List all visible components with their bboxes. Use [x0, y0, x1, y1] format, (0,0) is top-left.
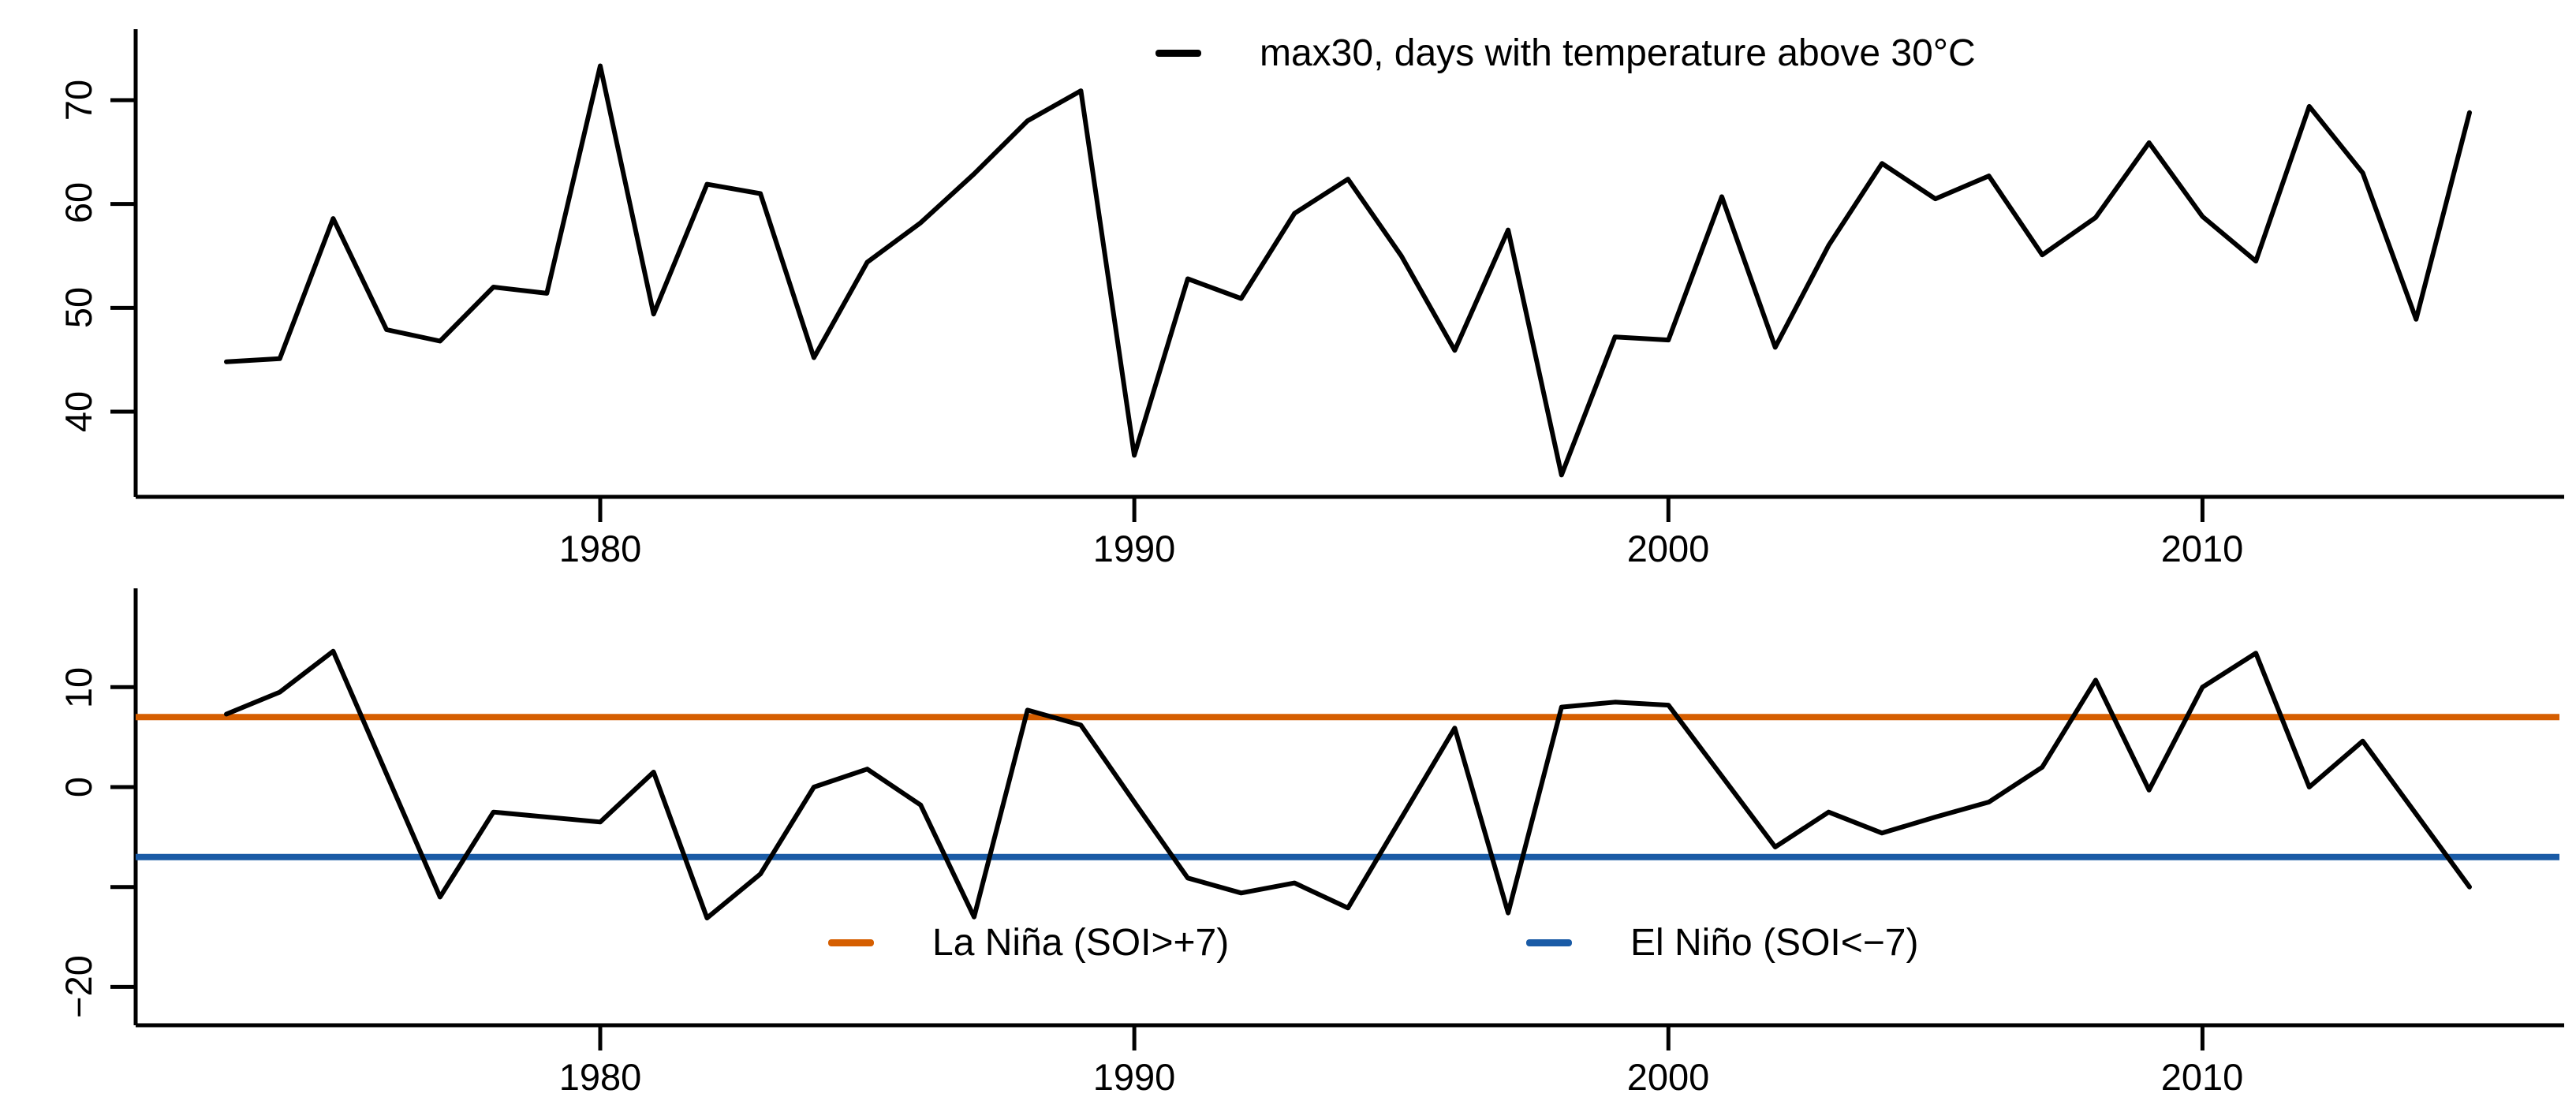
legend-line-sample-max30	[1155, 50, 1201, 57]
top-x-tick-label-1990: 1990	[1092, 528, 1176, 569]
legend-label-max30: max30, days with temperature above 30°C	[1260, 32, 1976, 74]
SOI-line	[224, 648, 2472, 920]
bottom-x-tick-label-2000: 2000	[1626, 1056, 1710, 1098]
legend-line-sample-el-nino	[1526, 939, 1572, 946]
bottom-x-tick-label-1990: 1990	[1092, 1056, 1176, 1098]
max30-line	[224, 63, 2472, 478]
bottom-x-tick-label-2010: 2010	[2160, 1056, 2244, 1098]
legend-line-sample-la-nina	[828, 939, 874, 946]
top-x-tick-label-2000: 2000	[1626, 528, 1710, 569]
bottom-y-tick-label-0: 0	[58, 776, 99, 798]
legend-label-el-nino: El Niño (SOI<−7)	[1630, 922, 1919, 964]
top-x-tick-label-2010: 2010	[2160, 528, 2244, 569]
top-x-tick-label-1980: 1980	[558, 528, 642, 569]
top-y-tick-label-40: 40	[58, 390, 99, 433]
bottom-y-tick-label-m20: −20	[58, 955, 99, 1018]
bottom-x-tick-label-1980: 1980	[558, 1056, 642, 1098]
legend-label-la-nina: La Niña (SOI>+7)	[932, 922, 1230, 964]
